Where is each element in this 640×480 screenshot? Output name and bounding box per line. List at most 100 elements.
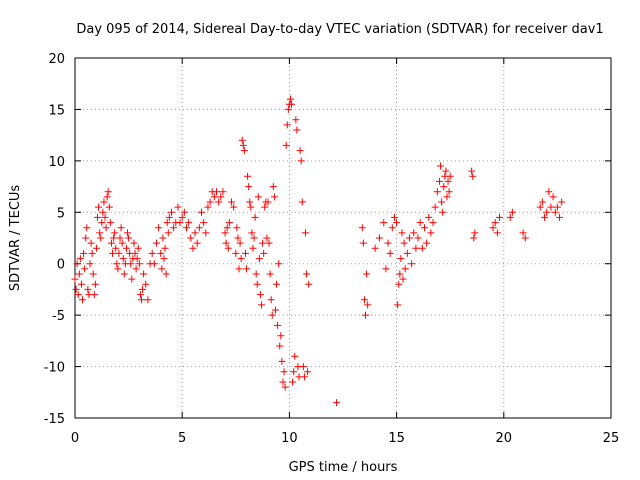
data-point bbox=[206, 198, 214, 206]
data-point bbox=[217, 193, 225, 201]
data-point bbox=[236, 239, 244, 247]
data-point bbox=[254, 193, 262, 201]
data-point bbox=[103, 193, 111, 201]
data-point bbox=[114, 265, 122, 273]
data-point bbox=[164, 229, 172, 237]
data-point bbox=[440, 183, 448, 191]
data-point bbox=[265, 239, 273, 247]
data-point bbox=[260, 249, 268, 257]
grid bbox=[75, 58, 611, 418]
data-point bbox=[178, 213, 186, 221]
data-point bbox=[197, 208, 205, 216]
data-point bbox=[299, 363, 307, 371]
data-point bbox=[148, 249, 156, 257]
data-point bbox=[252, 270, 260, 278]
data-point bbox=[144, 296, 152, 304]
data-point bbox=[245, 183, 253, 191]
data-point bbox=[470, 234, 478, 242]
data-point bbox=[200, 219, 208, 227]
data-point bbox=[420, 224, 428, 232]
data-point bbox=[282, 141, 290, 149]
data-point bbox=[75, 270, 83, 278]
data-point bbox=[268, 311, 276, 319]
data-point bbox=[410, 229, 418, 237]
data-point bbox=[384, 239, 392, 247]
data-point bbox=[401, 265, 409, 273]
data-point bbox=[521, 234, 529, 242]
data-point bbox=[232, 249, 240, 257]
data-point bbox=[122, 244, 130, 252]
data-point bbox=[289, 378, 297, 386]
data-point bbox=[279, 378, 287, 386]
data-point bbox=[87, 239, 95, 247]
data-point bbox=[250, 234, 258, 242]
data-point bbox=[418, 244, 426, 252]
data-point bbox=[97, 234, 105, 242]
data-point bbox=[92, 244, 100, 252]
data-point bbox=[80, 249, 88, 257]
data-point bbox=[274, 321, 282, 329]
data-point bbox=[359, 239, 367, 247]
y-tick-label: 0 bbox=[57, 258, 65, 273]
data-point bbox=[185, 219, 193, 227]
data-point bbox=[360, 296, 368, 304]
data-point bbox=[76, 255, 84, 263]
data-point bbox=[81, 265, 89, 273]
data-point bbox=[158, 265, 166, 273]
data-point bbox=[253, 280, 261, 288]
data-point bbox=[72, 285, 80, 293]
data-point bbox=[96, 229, 104, 237]
data-point bbox=[136, 291, 144, 299]
x-tick-label: 15 bbox=[388, 431, 405, 446]
data-point bbox=[489, 224, 497, 232]
data-point bbox=[276, 342, 284, 350]
axes-ticks: 0 5 10 15 20 25 -15 -10 -5 0 5 10 15 20 bbox=[44, 52, 620, 446]
data-point bbox=[244, 172, 252, 180]
data-point bbox=[101, 213, 109, 221]
data-point bbox=[427, 229, 435, 237]
data-point bbox=[400, 239, 408, 247]
data-point bbox=[435, 177, 443, 185]
data-point bbox=[234, 234, 242, 242]
data-point bbox=[556, 213, 564, 221]
data-point bbox=[259, 239, 267, 247]
y-tick-label: -5 bbox=[52, 309, 65, 324]
data-point bbox=[536, 203, 544, 211]
data-points bbox=[71, 95, 566, 407]
data-point bbox=[288, 100, 296, 108]
data-point bbox=[228, 198, 236, 206]
data-point bbox=[281, 383, 289, 391]
data-point bbox=[416, 219, 424, 227]
data-point bbox=[301, 229, 309, 237]
data-point bbox=[222, 239, 230, 247]
data-point bbox=[110, 234, 118, 242]
data-point bbox=[102, 224, 110, 232]
data-point bbox=[233, 224, 241, 232]
data-point bbox=[71, 275, 79, 283]
x-tick-label: 10 bbox=[281, 431, 298, 446]
data-point bbox=[491, 219, 499, 227]
data-point bbox=[493, 229, 501, 237]
data-point bbox=[380, 219, 388, 227]
data-point bbox=[261, 203, 269, 211]
data-point bbox=[543, 208, 551, 216]
data-point bbox=[82, 234, 90, 242]
data-point bbox=[362, 311, 370, 319]
data-point bbox=[113, 260, 121, 268]
data-point bbox=[425, 213, 433, 221]
data-point bbox=[202, 229, 210, 237]
data-point bbox=[115, 249, 123, 257]
data-point bbox=[388, 224, 396, 232]
data-point bbox=[364, 301, 372, 309]
data-point bbox=[545, 188, 553, 196]
data-point bbox=[77, 280, 85, 288]
data-point bbox=[305, 280, 313, 288]
data-point bbox=[431, 203, 439, 211]
data-point bbox=[241, 249, 249, 257]
data-point bbox=[412, 244, 420, 252]
data-point bbox=[442, 167, 450, 175]
data-point bbox=[399, 275, 407, 283]
data-point bbox=[132, 265, 140, 273]
data-point bbox=[86, 260, 94, 268]
data-point bbox=[551, 208, 559, 216]
